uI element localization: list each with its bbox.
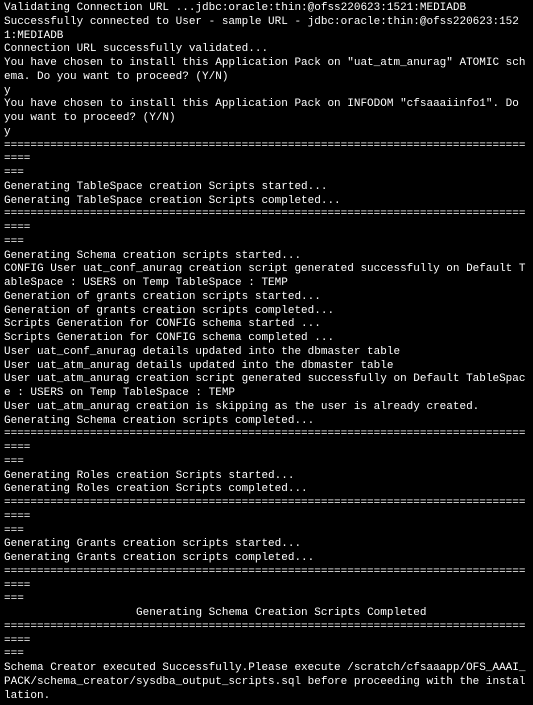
terminal-line: y [4, 85, 529, 99]
terminal-line: ========================================… [4, 428, 529, 456]
terminal-line: User uat_atm_anurag creation is skipping… [4, 401, 529, 415]
terminal-line: Connection URL successfully validated... [4, 43, 529, 57]
terminal-line: Schema Creator executed Successfully.Ple… [4, 662, 529, 703]
terminal-line: Validating Connection URL ...jdbc:oracle… [4, 2, 529, 16]
terminal-line: Generating TableSpace creation Scripts s… [4, 181, 529, 195]
terminal-line: Generation of grants creation scripts co… [4, 305, 529, 319]
terminal-line: ========================================… [4, 497, 529, 525]
terminal-line: === [4, 593, 529, 607]
terminal-line: ========================================… [4, 621, 529, 649]
terminal-line: Generating TableSpace creation Scripts c… [4, 195, 529, 209]
terminal-line: User uat_atm_anurag details updated into… [4, 360, 529, 374]
terminal-line: ========================================… [4, 566, 529, 594]
terminal-line: Successfully connected to User - sample … [4, 16, 529, 44]
terminal-line: User uat_conf_anurag details updated int… [4, 346, 529, 360]
terminal-line: y [4, 126, 529, 140]
terminal-line: You have chosen to install this Applicat… [4, 98, 529, 126]
terminal-line: ========================================… [4, 140, 529, 168]
terminal-line: Generation of grants creation scripts st… [4, 291, 529, 305]
terminal-line: Generating Schema creation scripts compl… [4, 415, 529, 429]
terminal-line: Generating Grants creation scripts compl… [4, 552, 529, 566]
terminal-line: Generating Grants creation scripts start… [4, 538, 529, 552]
terminal-line: Scripts Generation for CONFIG schema com… [4, 332, 529, 346]
terminal-line: === [4, 648, 529, 662]
terminal-line: Generating Schema creation scripts start… [4, 250, 529, 264]
terminal-line: Generating Roles creation Scripts starte… [4, 470, 529, 484]
terminal-line: CONFIG User uat_conf_anurag creation scr… [4, 263, 529, 291]
terminal-line: ========================================… [4, 208, 529, 236]
terminal-line: === [4, 167, 529, 181]
terminal-line: User uat_atm_anurag creation script gene… [4, 373, 529, 401]
terminal-line: === [4, 236, 529, 250]
terminal-output: Validating Connection URL ...jdbc:oracle… [0, 0, 533, 705]
terminal-line: === [4, 456, 529, 470]
terminal-line: Scripts Generation for CONFIG schema sta… [4, 318, 529, 332]
terminal-line: You have chosen to install this Applicat… [4, 57, 529, 85]
terminal-line: Generating Schema Creation Scripts Compl… [4, 607, 529, 621]
terminal-line: Generating Roles creation Scripts comple… [4, 483, 529, 497]
terminal-line: === [4, 525, 529, 539]
